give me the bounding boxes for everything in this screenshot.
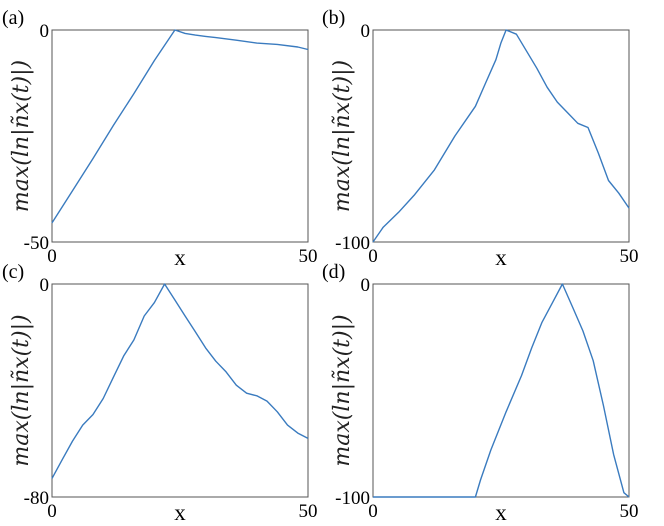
- y-tick-label-min: -100: [335, 233, 370, 254]
- series-line-1: [51, 29, 309, 224]
- series-line-1: [373, 283, 630, 498]
- x-axis-label: x: [495, 245, 507, 270]
- y-axis-label: max(ln|ñx(t)|): [9, 314, 34, 466]
- panel-label: (c): [2, 261, 24, 283]
- axes-frame: [51, 29, 309, 243]
- x-tick-label-max: 50: [620, 246, 639, 267]
- series-line-1: [372, 29, 630, 243]
- axes-frame: [372, 29, 630, 243]
- y-axis-label: max(ln|ñx(t)|): [330, 60, 355, 212]
- y-tick-label-min: -50: [24, 233, 49, 254]
- series-line-1: [51, 283, 309, 479]
- x-tick-label-max: 50: [299, 246, 318, 267]
- y-tick-label-max: 0: [361, 275, 371, 296]
- axes-frame: [51, 283, 309, 498]
- y-tick-label-max: 0: [361, 21, 371, 42]
- y-tick-label-min: -100: [335, 488, 370, 509]
- y-tick-label-max: 0: [40, 21, 50, 42]
- x-tick-label-min: 0: [368, 501, 378, 522]
- axes-frame: [372, 283, 630, 498]
- y-tick-label-max: 0: [40, 275, 50, 296]
- panel-label: (d): [322, 261, 345, 283]
- panel-label: (b): [322, 7, 345, 29]
- x-tick-label-min: 0: [47, 501, 57, 522]
- panel-label: (a): [2, 7, 24, 29]
- y-tick-label-min: -80: [24, 488, 49, 509]
- x-tick-label-max: 50: [299, 501, 318, 522]
- x-axis-label: x: [174, 500, 186, 525]
- y-axis-label: max(ln|ñx(t)|): [330, 314, 355, 466]
- x-axis-label: x: [174, 245, 186, 270]
- y-axis-label: max(ln|ñx(t)|): [9, 60, 34, 212]
- x-tick-label-min: 0: [368, 246, 378, 267]
- x-tick-label-max: 50: [620, 501, 639, 522]
- x-axis-label: x: [495, 500, 507, 525]
- x-tick-label-min: 0: [47, 246, 57, 267]
